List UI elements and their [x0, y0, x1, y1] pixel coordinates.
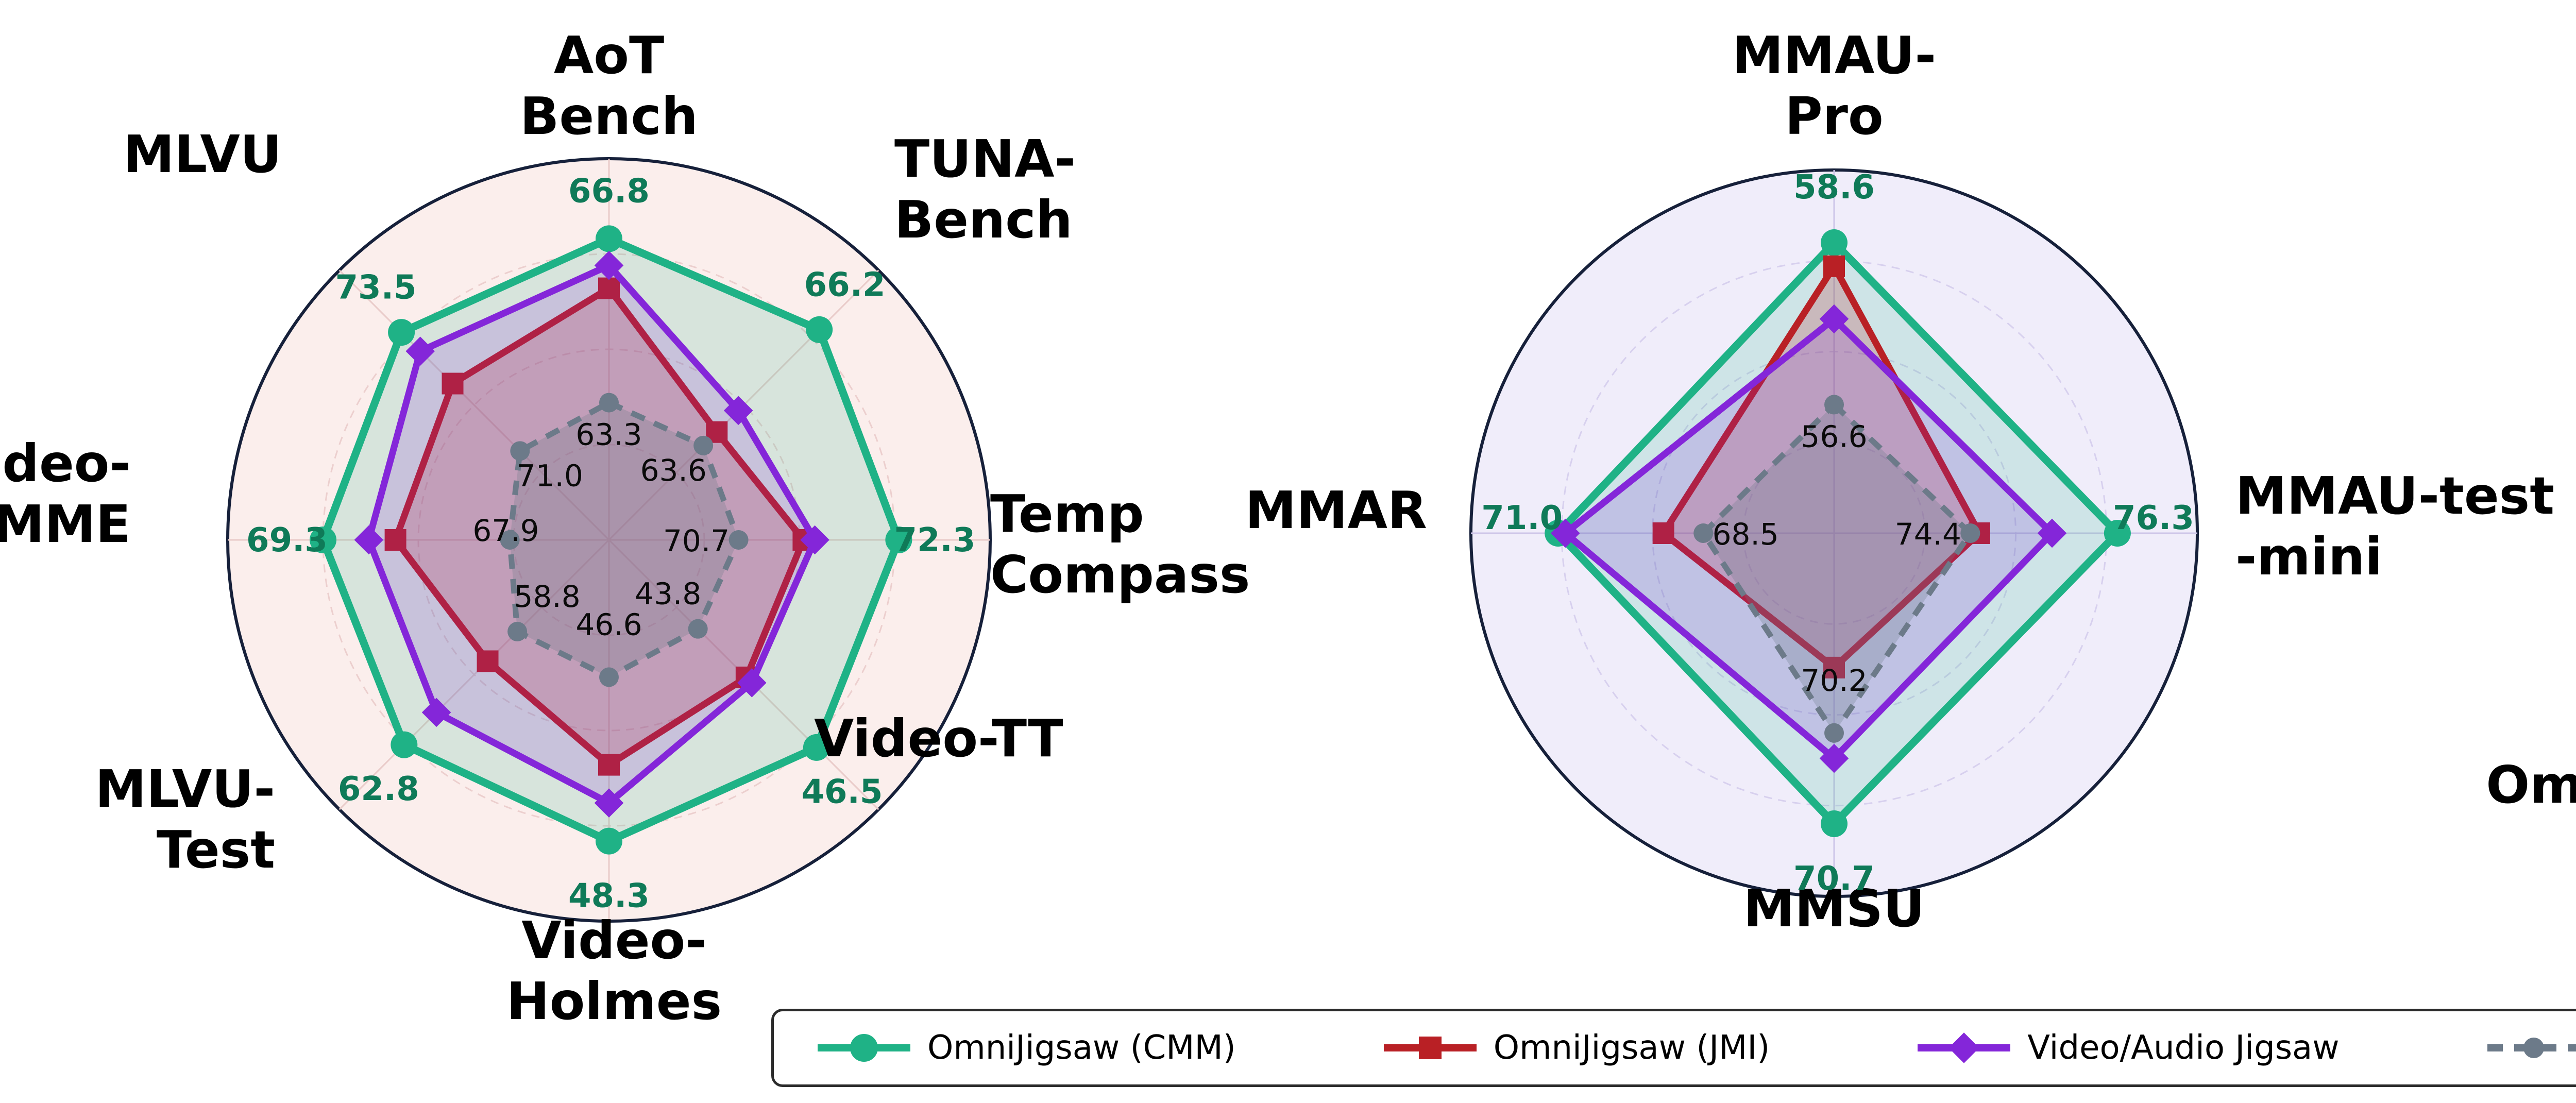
series-marker-diamond: [1551, 518, 1580, 548]
baseline-marker-circle: [599, 393, 619, 413]
series-marker-circle: [388, 319, 415, 346]
series-marker-circle: [596, 225, 622, 252]
series-marker-diamond: [1819, 743, 1849, 773]
axis-label-mlvu: MLVU: [123, 124, 282, 184]
axis-label-video-tt: Video-TT: [814, 708, 1063, 769]
value-label-baseline: 71.0: [517, 458, 583, 493]
baseline-marker-circle: [599, 667, 619, 687]
baseline-marker-circle: [693, 435, 714, 455]
axis-label-omnivideo-bench: OmniVideoBench: [2486, 755, 2576, 876]
legend-label-omnijigsaw-cmm: OmniJigsaw (CMM): [927, 1029, 1236, 1067]
axis-label-temp-compass: Temp Compass: [990, 484, 1250, 605]
axis-label-tuna-bench: TUNA-Bench: [894, 129, 1076, 250]
value-label-cmm: 66.8: [568, 172, 650, 210]
series-marker-square: [477, 650, 499, 672]
baseline-marker-circle: [510, 441, 530, 461]
baseline-marker-circle: [1693, 523, 1714, 543]
legend-marker-baseline-circle-icon: [2487, 1038, 2576, 1058]
axis-label-video-holmes: Video-Holmes: [506, 910, 722, 1031]
value-label-cmm: 72.3: [894, 521, 975, 559]
value-label-cmm: 48.3: [568, 877, 650, 915]
legend-marker-jmi-square-icon: [1383, 1037, 1477, 1059]
radar-chart-omni-benchmarks: Daily-OmniIntentBenchOmniVideoBench71.16…: [2486, 755, 2576, 876]
value-label-cmm: 66.2: [804, 266, 886, 304]
legend-marker-va-diamond-icon: [1918, 1032, 2011, 1063]
value-label-baseline: 67.9: [472, 513, 539, 548]
series-marker-diamond: [2037, 518, 2067, 548]
value-label-baseline: 74.4: [1895, 517, 1961, 552]
value-label-baseline: 43.8: [635, 576, 701, 612]
baseline-marker-circle: [507, 621, 528, 641]
baseline-marker-circle: [1824, 395, 1844, 415]
value-label-cmm: 58.6: [1793, 168, 1875, 207]
series-marker-diamond: [737, 668, 767, 698]
series-marker-circle: [1821, 810, 1848, 837]
value-label-cmm: 70.7: [1793, 860, 1875, 898]
radar-chart-video-benchmarks: AoT Bench TUNA-Bench Temp Compass Video-TT Vid…: [0, 25, 1250, 1031]
baseline-marker-circle: [500, 530, 520, 550]
series-marker-circle: [803, 734, 830, 761]
series-marker-diamond: [421, 698, 451, 727]
series-marker-square: [384, 529, 406, 551]
radar-chart-audio-benchmarks: MMAU-Pro MMAU-test -mini MMSU MMAR 58.6 76.3 70…: [1245, 25, 2554, 939]
baseline-marker-circle: [728, 530, 749, 550]
legend-marker-cmm-circle-icon: [818, 1034, 910, 1062]
series-marker-circle: [1821, 229, 1848, 256]
series-marker-diamond: [723, 396, 753, 426]
series-marker-diamond: [354, 525, 384, 555]
value-label-baseline: 63.3: [575, 417, 642, 452]
legend-label-video-audio-jigsaw: Video/Audio Jigsaw: [2027, 1029, 2340, 1067]
legend-label-omnijigsaw-jmi: OmniJigsaw (JMI): [1493, 1029, 1770, 1067]
value-label-baseline: 70.2: [1801, 663, 1867, 698]
series-marker-circle: [2104, 520, 2131, 547]
value-label-cmm: 46.5: [801, 773, 883, 811]
series-marker-circle: [806, 316, 833, 343]
series-marker-diamond: [1819, 304, 1849, 334]
value-label-cmm: 73.5: [335, 269, 417, 307]
value-label-baseline: 68.5: [1713, 517, 1779, 552]
legend-item-baseline: Baseline: [2485, 1029, 2576, 1067]
value-label-baseline: 63.6: [640, 453, 707, 488]
legend-item-video-audio-jigsaw: Video/Audio Jigsaw: [1915, 1029, 2340, 1067]
series-marker-square: [1823, 656, 1845, 678]
axis-label-mmau-pro: MMAU-Pro: [1732, 25, 1936, 146]
value-label-cmm: 71.0: [1481, 499, 1563, 537]
series-marker-diamond: [800, 525, 829, 555]
value-label-baseline: 58.8: [514, 579, 581, 614]
value-label-baseline: 56.6: [1801, 419, 1867, 454]
axis-label-mmsu: MMSU: [1743, 878, 1925, 939]
legend-item-omnijigsaw-cmm: OmniJigsaw (CMM): [815, 1029, 1236, 1067]
baseline-marker-circle: [1960, 523, 1980, 543]
series-marker-circle: [596, 827, 622, 855]
series-marker-square: [1652, 522, 1674, 544]
axis-label-mmar: MMAR: [1245, 480, 1427, 540]
series-marker-square: [1823, 255, 1845, 277]
series-marker-square: [598, 277, 620, 299]
series-marker-circle: [885, 527, 912, 553]
series-marker-diamond: [594, 788, 624, 818]
series-marker-diamond: [405, 336, 435, 366]
baseline-marker-circle: [688, 619, 708, 639]
value-label-baseline: 46.6: [575, 607, 642, 642]
value-label-cmm: 69.3: [246, 521, 328, 559]
value-label-cmm: 62.8: [338, 770, 419, 808]
value-label-baseline: 70.7: [663, 523, 730, 558]
axis-label-aot-bench: AoT Bench: [520, 25, 698, 146]
legend: OmniJigsaw (CMM) OmniJigsaw (JMI) Video/…: [771, 1009, 2576, 1087]
value-label-cmm: 76.3: [2113, 499, 2194, 537]
legend-item-omnijigsaw-jmi: OmniJigsaw (JMI): [1381, 1029, 1770, 1067]
series-marker-circle: [391, 731, 418, 758]
axis-spoke: [338, 539, 610, 810]
axis-label-video-mme: Video-MME: [0, 433, 131, 554]
series-marker-diamond: [594, 250, 624, 280]
axis-label-mlvu-test: MLVU-Test: [95, 759, 275, 880]
series-marker-circle: [310, 527, 336, 553]
series-marker-square: [442, 372, 464, 395]
axis-spoke: [338, 269, 610, 541]
baseline-marker-circle: [1824, 723, 1844, 743]
series-marker-square: [598, 754, 620, 776]
axis-label-mmau-test-mini: MMAU-test -mini: [2235, 466, 2554, 587]
